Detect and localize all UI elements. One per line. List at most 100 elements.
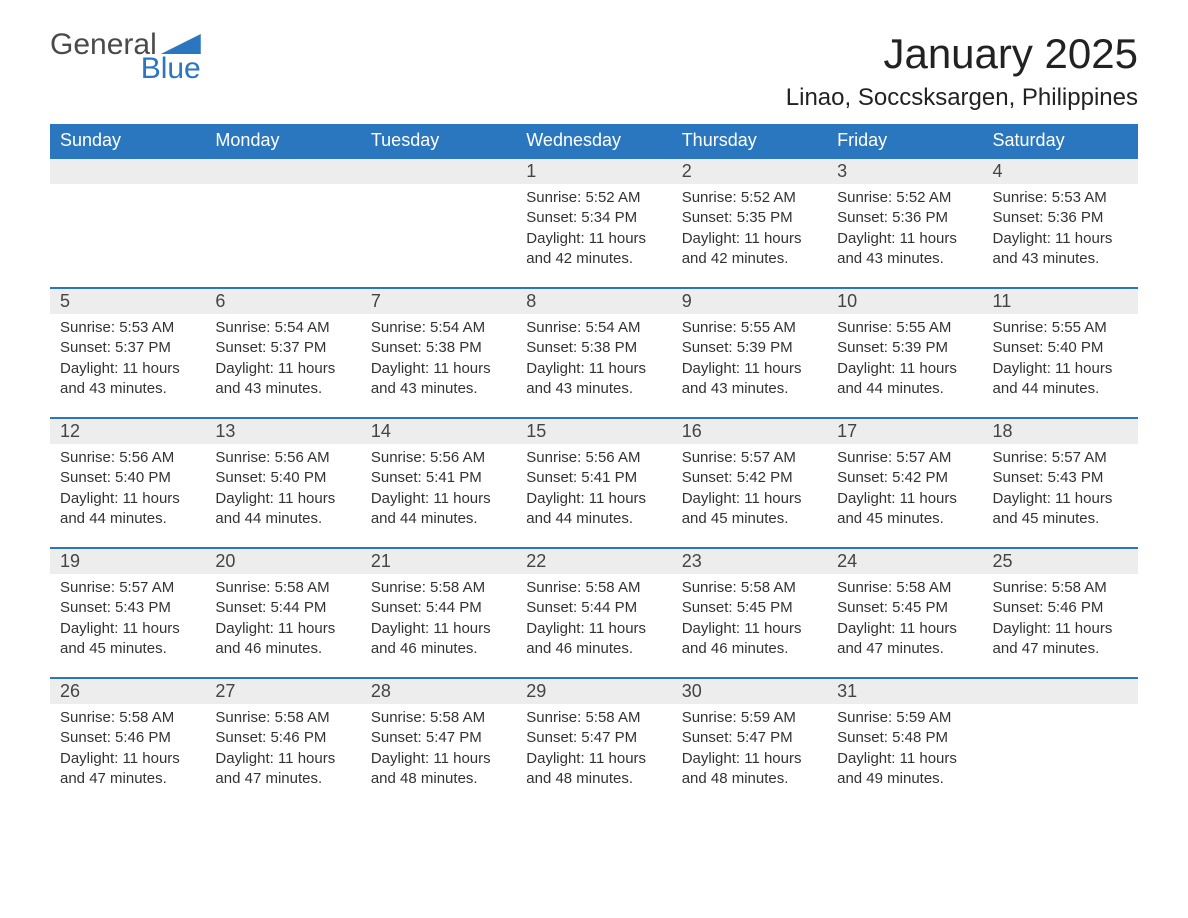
logo: General Blue bbox=[50, 30, 201, 84]
day-day2: and 47 minutes. bbox=[993, 639, 1128, 659]
day-day1: Daylight: 11 hours bbox=[371, 489, 506, 509]
day-day1: Daylight: 11 hours bbox=[60, 619, 195, 639]
day-day1: Daylight: 11 hours bbox=[215, 359, 350, 379]
day-sunrise: Sunrise: 5:55 AM bbox=[993, 318, 1128, 338]
day-sunrise: Sunrise: 5:53 AM bbox=[60, 318, 195, 338]
day-day1: Daylight: 11 hours bbox=[682, 619, 817, 639]
day-number-cell: 30 bbox=[672, 678, 827, 704]
logo-flag-icon bbox=[161, 34, 201, 54]
day-sunset: Sunset: 5:36 PM bbox=[837, 208, 972, 228]
day-day1: Daylight: 11 hours bbox=[60, 749, 195, 769]
day-sunset: Sunset: 5:42 PM bbox=[682, 468, 817, 488]
day-sunset: Sunset: 5:46 PM bbox=[215, 728, 350, 748]
day-sunset: Sunset: 5:45 PM bbox=[837, 598, 972, 618]
day-number-cell: 28 bbox=[361, 678, 516, 704]
day-sunrise: Sunrise: 5:54 AM bbox=[526, 318, 661, 338]
day-day1: Daylight: 11 hours bbox=[371, 359, 506, 379]
day-day2: and 43 minutes. bbox=[371, 379, 506, 399]
day-sunrise: Sunrise: 5:57 AM bbox=[682, 448, 817, 468]
day-day1: Daylight: 11 hours bbox=[371, 619, 506, 639]
day-day2: and 44 minutes. bbox=[60, 509, 195, 529]
day-day2: and 43 minutes. bbox=[60, 379, 195, 399]
day-sunset: Sunset: 5:39 PM bbox=[682, 338, 817, 358]
day-content-cell: Sunrise: 5:59 AMSunset: 5:47 PMDaylight:… bbox=[672, 704, 827, 807]
day-day2: and 43 minutes. bbox=[526, 379, 661, 399]
day-sunrise: Sunrise: 5:52 AM bbox=[837, 188, 972, 208]
day-number-cell: 27 bbox=[205, 678, 360, 704]
page-header: General Blue January 2025 Linao, Soccsks… bbox=[50, 30, 1138, 112]
day-content-cell bbox=[50, 184, 205, 288]
day-sunrise: Sunrise: 5:58 AM bbox=[526, 708, 661, 728]
day-number-cell: 21 bbox=[361, 548, 516, 574]
calendar-body: 1234Sunrise: 5:52 AMSunset: 5:34 PMDayli… bbox=[50, 158, 1138, 807]
day-day1: Daylight: 11 hours bbox=[526, 489, 661, 509]
day-day1: Daylight: 11 hours bbox=[215, 749, 350, 769]
day-day2: and 45 minutes. bbox=[837, 509, 972, 529]
day-day1: Daylight: 11 hours bbox=[682, 359, 817, 379]
day-day1: Daylight: 11 hours bbox=[526, 619, 661, 639]
day-number-cell: 5 bbox=[50, 288, 205, 314]
week-content-row: Sunrise: 5:58 AMSunset: 5:46 PMDaylight:… bbox=[50, 704, 1138, 807]
day-content-cell: Sunrise: 5:52 AMSunset: 5:34 PMDaylight:… bbox=[516, 184, 671, 288]
day-number-cell: 15 bbox=[516, 418, 671, 444]
day-sunset: Sunset: 5:47 PM bbox=[682, 728, 817, 748]
day-content-cell: Sunrise: 5:53 AMSunset: 5:36 PMDaylight:… bbox=[983, 184, 1138, 288]
day-sunset: Sunset: 5:44 PM bbox=[215, 598, 350, 618]
weekday-header: Thursday bbox=[672, 124, 827, 158]
day-number-cell: 10 bbox=[827, 288, 982, 314]
day-day2: and 43 minutes. bbox=[837, 249, 972, 269]
day-number-cell: 16 bbox=[672, 418, 827, 444]
day-day2: and 46 minutes. bbox=[215, 639, 350, 659]
week-daynum-row: 262728293031 bbox=[50, 678, 1138, 704]
day-content-cell: Sunrise: 5:58 AMSunset: 5:46 PMDaylight:… bbox=[50, 704, 205, 807]
day-content-cell: Sunrise: 5:54 AMSunset: 5:37 PMDaylight:… bbox=[205, 314, 360, 418]
day-content-cell: Sunrise: 5:56 AMSunset: 5:41 PMDaylight:… bbox=[361, 444, 516, 548]
day-sunrise: Sunrise: 5:57 AM bbox=[60, 578, 195, 598]
day-day1: Daylight: 11 hours bbox=[993, 489, 1128, 509]
day-number-cell bbox=[983, 678, 1138, 704]
weekday-header: Wednesday bbox=[516, 124, 671, 158]
day-day2: and 46 minutes. bbox=[682, 639, 817, 659]
day-sunrise: Sunrise: 5:58 AM bbox=[215, 578, 350, 598]
day-number-cell: 2 bbox=[672, 158, 827, 184]
day-sunrise: Sunrise: 5:54 AM bbox=[371, 318, 506, 338]
day-day1: Daylight: 11 hours bbox=[526, 359, 661, 379]
day-day1: Daylight: 11 hours bbox=[837, 749, 972, 769]
weekday-header: Monday bbox=[205, 124, 360, 158]
day-sunrise: Sunrise: 5:59 AM bbox=[837, 708, 972, 728]
day-sunset: Sunset: 5:39 PM bbox=[837, 338, 972, 358]
day-number-cell: 24 bbox=[827, 548, 982, 574]
day-content-cell: Sunrise: 5:54 AMSunset: 5:38 PMDaylight:… bbox=[516, 314, 671, 418]
day-sunrise: Sunrise: 5:58 AM bbox=[837, 578, 972, 598]
day-sunrise: Sunrise: 5:53 AM bbox=[993, 188, 1128, 208]
day-sunrise: Sunrise: 5:55 AM bbox=[682, 318, 817, 338]
day-day1: Daylight: 11 hours bbox=[837, 619, 972, 639]
day-day2: and 43 minutes. bbox=[215, 379, 350, 399]
week-daynum-row: 12131415161718 bbox=[50, 418, 1138, 444]
day-sunset: Sunset: 5:38 PM bbox=[371, 338, 506, 358]
day-sunset: Sunset: 5:42 PM bbox=[837, 468, 972, 488]
day-sunrise: Sunrise: 5:58 AM bbox=[60, 708, 195, 728]
calendar-table: Sunday Monday Tuesday Wednesday Thursday… bbox=[50, 124, 1138, 807]
day-number-cell: 9 bbox=[672, 288, 827, 314]
week-content-row: Sunrise: 5:52 AMSunset: 5:34 PMDaylight:… bbox=[50, 184, 1138, 288]
day-content-cell: Sunrise: 5:56 AMSunset: 5:41 PMDaylight:… bbox=[516, 444, 671, 548]
calendar-header-row: Sunday Monday Tuesday Wednesday Thursday… bbox=[50, 124, 1138, 158]
day-content-cell: Sunrise: 5:54 AMSunset: 5:38 PMDaylight:… bbox=[361, 314, 516, 418]
day-number-cell bbox=[50, 158, 205, 184]
day-sunset: Sunset: 5:45 PM bbox=[682, 598, 817, 618]
day-sunset: Sunset: 5:40 PM bbox=[215, 468, 350, 488]
day-number-cell: 26 bbox=[50, 678, 205, 704]
day-day2: and 45 minutes. bbox=[993, 509, 1128, 529]
day-day1: Daylight: 11 hours bbox=[682, 229, 817, 249]
day-sunset: Sunset: 5:36 PM bbox=[993, 208, 1128, 228]
day-day2: and 47 minutes. bbox=[837, 639, 972, 659]
day-day1: Daylight: 11 hours bbox=[60, 359, 195, 379]
day-content-cell: Sunrise: 5:57 AMSunset: 5:43 PMDaylight:… bbox=[50, 574, 205, 678]
day-number-cell bbox=[205, 158, 360, 184]
day-number-cell: 29 bbox=[516, 678, 671, 704]
day-day1: Daylight: 11 hours bbox=[60, 489, 195, 509]
weekday-header: Saturday bbox=[983, 124, 1138, 158]
day-day2: and 46 minutes. bbox=[526, 639, 661, 659]
day-content-cell: Sunrise: 5:59 AMSunset: 5:48 PMDaylight:… bbox=[827, 704, 982, 807]
